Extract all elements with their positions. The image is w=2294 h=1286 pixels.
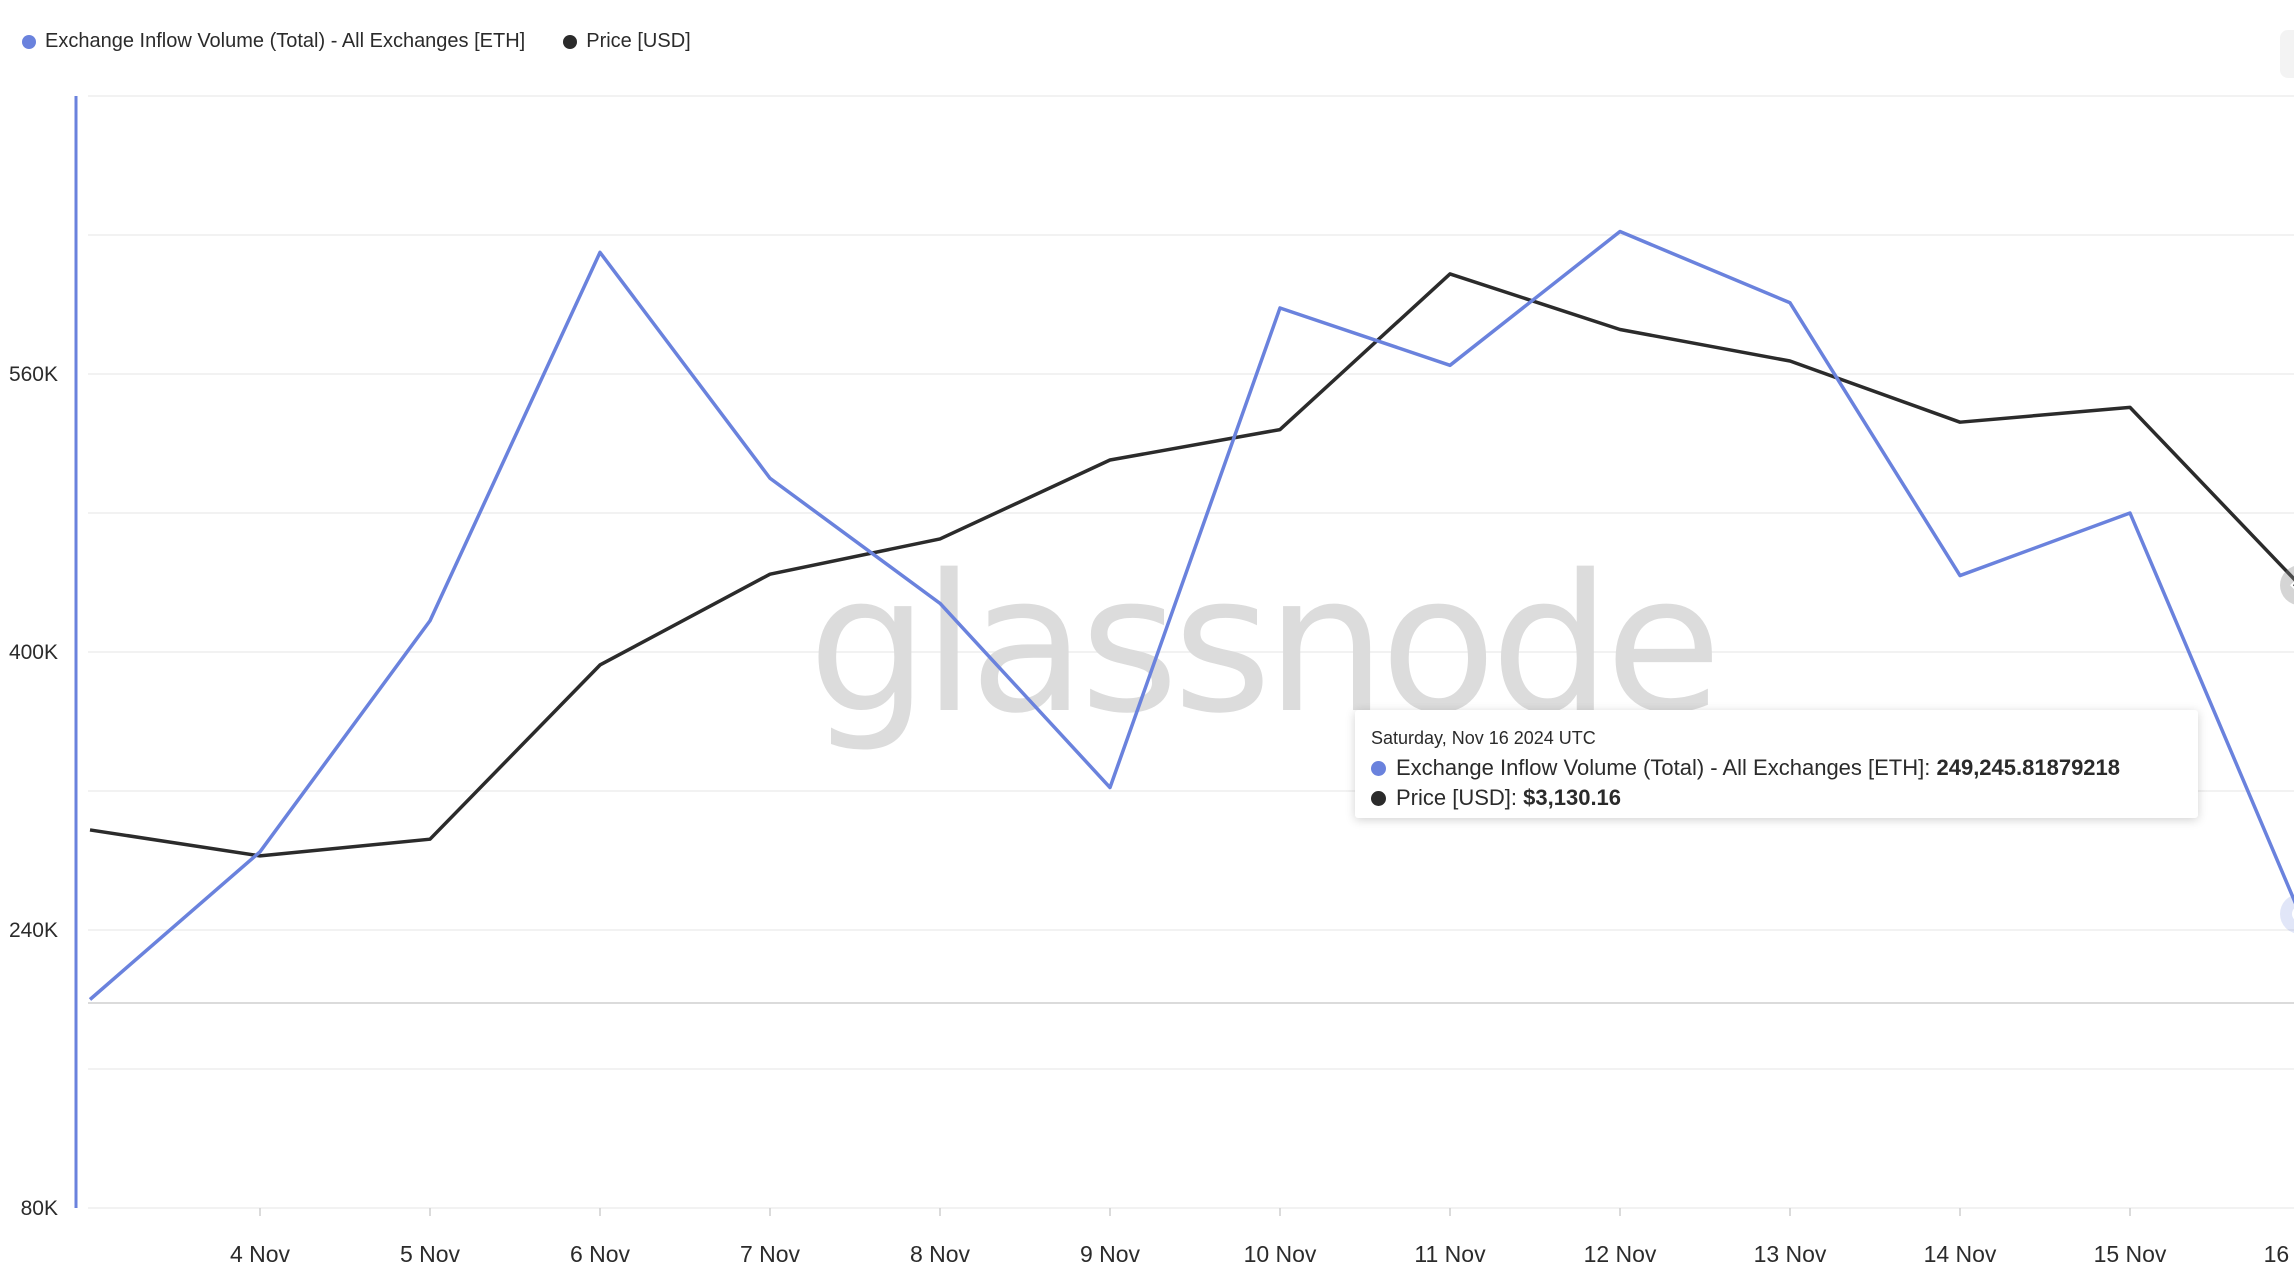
x-tick-label: 13 Nov: [1754, 1241, 1827, 1267]
x-tick-label: 16 Nov: [2264, 1241, 2294, 1267]
price-hover-halo: [2280, 566, 2294, 605]
y-tick-label: 400K: [9, 641, 58, 664]
legend-item-price[interactable]: Price [USD]: [563, 30, 691, 53]
legend-inflow-label: Exchange Inflow Volume (Total) - All Exc…: [45, 30, 526, 52]
tooltip-price-row: Price [USD]: $3,130.16: [1371, 785, 2182, 811]
legend-price-label: Price [USD]: [586, 30, 691, 52]
inflow-hover-halo: [2280, 894, 2294, 934]
x-tick-label: 11 Nov: [1414, 1241, 1486, 1267]
legend-item-inflow[interactable]: Exchange Inflow Volume (Total) - All Exc…: [22, 30, 525, 53]
x-tick-label: 14 Nov: [1924, 1241, 1997, 1267]
tooltip-price-value: $3,130.16: [1523, 785, 1622, 810]
y-tick-label: 240K: [9, 919, 58, 942]
x-tick-label: 9 Nov: [1080, 1241, 1141, 1267]
side-panel-tab[interactable]: [2280, 30, 2294, 78]
legend-price-dot: [563, 34, 578, 49]
x-tick-label: 10 Nov: [1244, 1241, 1317, 1267]
x-tick-label: 7 Nov: [740, 1241, 801, 1267]
chart-tooltip: Saturday, Nov 16 2024 UTC Exchange Inflo…: [1355, 710, 2198, 818]
x-tick-label: 6 Nov: [570, 1241, 631, 1267]
price-series-line: [89, 272, 2294, 858]
tooltip-price-sep: :: [1510, 785, 1524, 810]
tooltip-inflow-sep: :: [1924, 755, 1937, 780]
x-tick-label: 12 Nov: [1584, 1241, 1657, 1267]
tooltip-price-label: Price [USD]: [1396, 785, 1511, 810]
y-tick-label: 560K: [9, 363, 58, 386]
legend-inflow-dot: [22, 34, 36, 49]
tooltip-date: Saturday, Nov 16 2024 UTC: [1371, 728, 1596, 748]
chart-legend: Exchange Inflow Volume (Total) - All Exc…: [22, 30, 691, 53]
y-tick-label: 80K: [21, 1197, 58, 1220]
x-tick-label: 5 Nov: [400, 1241, 461, 1267]
tooltip-price-dot: [1371, 790, 1386, 806]
tooltip-inflow-dot: [1371, 760, 1386, 776]
inflow-series-line: [88, 229, 2294, 1001]
tooltip-inflow-value: 249,245.81879218: [1936, 755, 2121, 780]
x-tick-label: 15 Nov: [2094, 1241, 2167, 1267]
x-tick-label: 4 Nov: [230, 1241, 291, 1267]
tooltip-inflow-label: Exchange Inflow Volume (Total) - All Exc…: [1396, 755, 1925, 780]
tooltip-inflow-row: Exchange Inflow Volume (Total) - All Exc…: [1371, 755, 2182, 781]
x-tick-label: 8 Nov: [910, 1241, 971, 1267]
